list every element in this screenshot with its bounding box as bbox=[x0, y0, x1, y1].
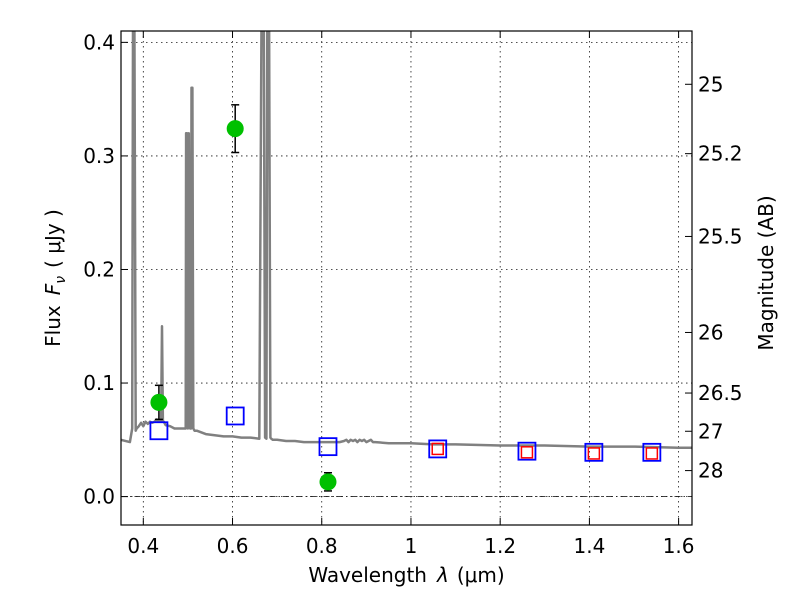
x-axis-label: Wavelength λ (μm) bbox=[308, 563, 504, 587]
y-tick-label: 0.2 bbox=[83, 257, 115, 281]
x-axis-label-text: Wavelength bbox=[308, 563, 427, 587]
y-axis-label-symbol: F bbox=[41, 283, 65, 295]
model-point bbox=[225, 406, 245, 426]
y-tick-label: 0.0 bbox=[83, 485, 115, 509]
x-tick-label: 0.8 bbox=[306, 534, 338, 558]
plot-clip-group bbox=[121, 31, 692, 498]
y-axis-label: Flux Fν ( μJy ) bbox=[41, 209, 69, 347]
x-axis: 0.4 0.6 0.8 1 1.2 1.4 1.6 bbox=[127, 31, 695, 558]
observed-point bbox=[319, 473, 337, 491]
model-point bbox=[517, 441, 537, 461]
y2-tick-label: 27 bbox=[698, 419, 723, 443]
plot-area bbox=[121, 31, 692, 498]
x-tick-label: 1.4 bbox=[573, 534, 605, 558]
y-axis-label-text: Flux bbox=[41, 305, 65, 347]
y2-tick-label: 25.5 bbox=[698, 224, 743, 248]
y2-tick-label: 26.5 bbox=[698, 381, 743, 405]
y-tick-label: 0.3 bbox=[83, 144, 115, 168]
x-axis-label-unit: (μm) bbox=[457, 563, 505, 587]
ir-model-point bbox=[520, 446, 534, 459]
x-tick-label: 1.2 bbox=[484, 534, 516, 558]
y2-axis-label: Magnitude (AB) bbox=[754, 195, 778, 350]
ir-model-point bbox=[587, 447, 601, 460]
observed-point bbox=[226, 120, 244, 138]
y2-tick-label: 28 bbox=[698, 459, 723, 483]
model-point bbox=[428, 439, 448, 459]
y2-tick-label: 25 bbox=[698, 72, 723, 96]
spectrum-line bbox=[121, 31, 692, 450]
model-point bbox=[149, 421, 169, 441]
y2-tick-label: 26 bbox=[698, 320, 723, 344]
y-tick-label: 0.4 bbox=[83, 30, 115, 54]
ir-model-point bbox=[645, 447, 659, 460]
y2-tick-label: 25.2 bbox=[698, 142, 743, 166]
y-axis-label-subscript: ν bbox=[53, 276, 69, 284]
model-point bbox=[642, 442, 662, 462]
model-point bbox=[318, 437, 338, 457]
y2-axis: 25 25.2 25.5 26 26.5 27 28 bbox=[685, 72, 743, 483]
x-tick-label: 0.6 bbox=[217, 534, 249, 558]
x-tick-label: 0.4 bbox=[127, 534, 159, 558]
grid bbox=[121, 31, 692, 525]
plot-frame bbox=[120, 30, 693, 526]
y-axis-label-unit: ( μJy ) bbox=[41, 209, 65, 268]
x-tick-label: 1 bbox=[405, 534, 418, 558]
y-axis: 0.0 0.1 0.2 0.3 0.4 bbox=[83, 30, 128, 509]
x-tick-label: 1.6 bbox=[663, 534, 695, 558]
y-tick-label: 0.1 bbox=[83, 371, 115, 395]
x-axis-label-symbol: λ bbox=[436, 563, 449, 587]
observed-point bbox=[150, 393, 168, 411]
ir-model-point bbox=[431, 442, 444, 456]
model-point bbox=[584, 442, 604, 462]
